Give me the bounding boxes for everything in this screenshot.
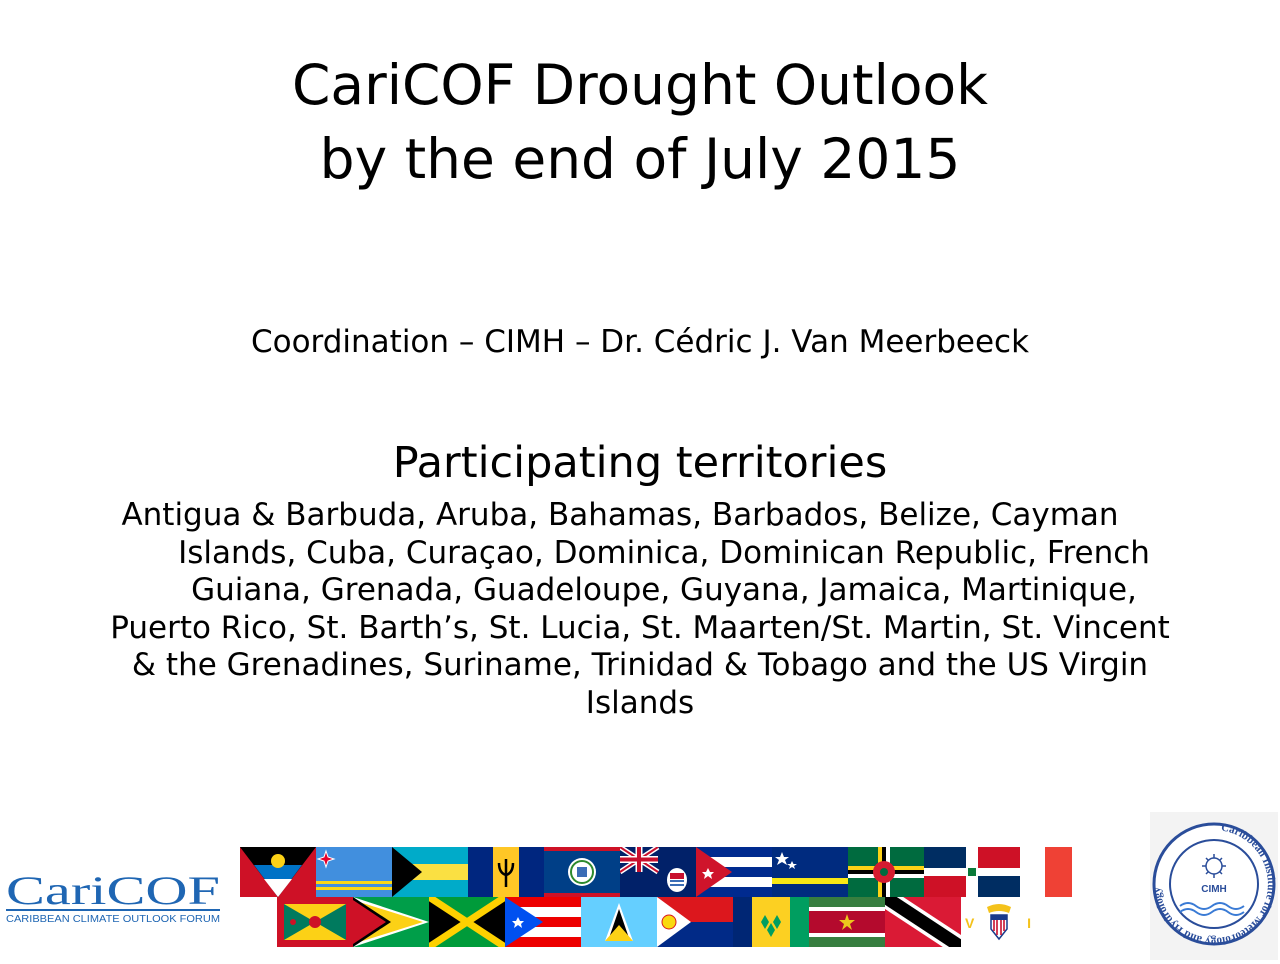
territories-heading: Participating territories <box>392 438 888 488</box>
territories-line: Puerto Rico, St. Barth’s, St. Lucia, St.… <box>110 609 1170 646</box>
grenada-flag <box>277 897 353 947</box>
territories-line: & the Grenadines, Suriname, Trinidad & T… <box>131 647 1149 683</box>
bahamas-flag <box>392 847 468 897</box>
dominican-republic-flag <box>924 847 1020 897</box>
slide-title: CariCOF Drought Outlook by the end of Ju… <box>0 48 1280 196</box>
title-line-2: by the end of July 2015 <box>319 127 961 191</box>
belize-flag <box>544 847 620 897</box>
caricof-wordmark: CariCOF <box>6 868 220 913</box>
dominica-flag <box>848 847 924 897</box>
jamaica-flag <box>429 897 505 947</box>
aruba-flag <box>316 847 392 897</box>
antigua-barbuda-flag <box>240 847 316 897</box>
title-line-1: CariCOF Drought Outlook <box>291 53 989 117</box>
suriname-flag <box>809 897 885 947</box>
cimh-logo: Caribbean Institute for Meteorology and … <box>1150 812 1278 960</box>
caricof-logo: CariCOF CARIBBEAN CLIMATE OUTLOOK FORUM <box>4 860 222 928</box>
territories-line: Islands <box>585 684 695 721</box>
st-vincent-flag <box>733 897 809 947</box>
france-flag <box>1020 847 1072 897</box>
territories-line: Guiana, Grenada, Guadeloupe, Guyana, Jam… <box>191 572 1137 608</box>
cayman-islands-flag <box>620 847 696 897</box>
sint-maarten-flag <box>657 897 733 947</box>
curacao-flag <box>772 847 848 897</box>
us-virgin-islands-flag: V I <box>961 897 1037 947</box>
barbados-flag <box>468 847 544 897</box>
territories-line: Islands, Cuba, Curaçao, Dominica, Domini… <box>178 534 1150 571</box>
territories-line: Antigua & Barbuda, Aruba, Bahamas, Barba… <box>121 497 1119 533</box>
st-lucia-flag <box>581 897 657 947</box>
puerto-rico-flag <box>505 897 581 947</box>
cuba-flag <box>696 847 772 897</box>
territories-list: Antigua & Barbuda, Aruba, Bahamas, Barba… <box>0 497 1280 722</box>
guyana-flag <box>353 897 429 947</box>
coordination-text: Coordination – CIMH – Dr. Cédric J. Van … <box>250 324 1030 360</box>
cimh-center-text: CIMH <box>1201 884 1227 895</box>
caricof-tagline: CARIBBEAN CLIMATE OUTLOOK FORUM <box>6 913 220 925</box>
trinidad-tobago-flag <box>885 897 961 947</box>
